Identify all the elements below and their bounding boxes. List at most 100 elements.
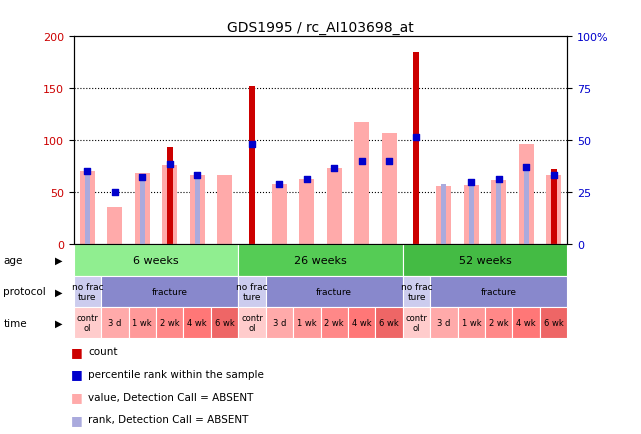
Bar [135,174,150,245]
Text: ■: ■ [71,390,83,403]
Point [412,134,422,141]
Bar [437,187,451,245]
Text: contr
ol: contr ol [406,313,428,332]
Bar [140,181,145,245]
Bar [551,170,556,245]
Point [192,172,203,179]
Bar [512,307,540,339]
Bar [272,184,287,245]
Text: no frac
ture: no frac ture [72,282,103,301]
Bar [376,307,403,339]
Title: GDS1995 / rc_AI103698_at: GDS1995 / rc_AI103698_at [227,20,414,34]
Text: ▶: ▶ [55,287,63,296]
Bar [430,307,458,339]
Text: ▶: ▶ [55,318,63,328]
Bar [238,307,265,339]
Text: 6 wk: 6 wk [379,319,399,327]
Text: 6 wk: 6 wk [215,319,235,327]
Text: 4 wk: 4 wk [517,319,536,327]
Text: ■: ■ [71,345,83,358]
Text: 4 wk: 4 wk [352,319,371,327]
Text: contr
ol: contr ol [76,313,98,332]
Point [274,181,285,188]
Text: 6 weeks: 6 weeks [133,256,179,265]
Bar [80,172,95,245]
Text: 2 wk: 2 wk [324,319,344,327]
Bar [403,307,430,339]
Text: 6 wk: 6 wk [544,319,563,327]
Bar [469,182,474,245]
Bar [74,307,101,339]
Text: fracture: fracture [481,287,517,296]
Point [247,141,257,148]
Bar [485,307,512,339]
Text: protocol: protocol [3,287,46,296]
Text: rank, Detection Call = ABSENT: rank, Detection Call = ABSENT [88,414,249,424]
Text: 26 weeks: 26 weeks [294,256,347,265]
Bar [540,307,567,339]
Bar [320,307,348,339]
Bar [491,181,506,245]
Point [137,174,147,181]
Text: 3 d: 3 d [272,319,286,327]
Bar [265,307,293,339]
Text: value, Detection Call = ABSENT: value, Detection Call = ABSENT [88,392,254,401]
Text: 52 weeks: 52 weeks [459,256,512,265]
Bar [299,179,314,245]
Bar [546,175,561,245]
Bar [413,53,419,245]
Bar [129,307,156,339]
Bar [327,169,342,245]
Text: no frac
ture: no frac ture [401,282,432,301]
Bar [183,307,211,339]
Bar [403,245,567,276]
Bar [524,170,529,245]
Point [165,161,175,168]
Text: fracture: fracture [316,287,352,296]
Point [329,165,339,172]
Bar [238,276,265,307]
Bar [442,184,446,245]
Text: count: count [88,347,118,356]
Bar [107,207,122,245]
Bar [496,182,501,245]
Text: 1 wk: 1 wk [133,319,152,327]
Bar [430,276,567,307]
Bar [293,307,320,339]
Text: 1 wk: 1 wk [462,319,481,327]
Bar [458,307,485,339]
Bar [156,307,183,339]
Point [110,189,120,196]
Text: percentile rank within the sample: percentile rank within the sample [88,369,264,379]
Text: ■: ■ [71,413,83,426]
Text: time: time [3,318,27,328]
Point [521,164,531,171]
Point [549,172,559,179]
Bar [74,245,238,276]
Text: 2 wk: 2 wk [160,319,179,327]
Bar [85,174,90,245]
Point [466,179,476,186]
Bar [551,175,556,245]
Text: ■: ■ [71,368,83,381]
Point [82,168,92,175]
Bar [381,134,397,245]
Bar [190,175,204,245]
Point [356,158,367,165]
Bar [265,276,403,307]
Bar [217,175,232,245]
Point [384,158,394,165]
Bar [403,276,430,307]
Text: no frac
ture: no frac ture [236,282,268,301]
Bar [74,276,101,307]
Text: 3 d: 3 d [437,319,451,327]
Text: 4 wk: 4 wk [187,319,207,327]
Bar [348,307,376,339]
Text: 2 wk: 2 wk [489,319,508,327]
Text: fracture: fracture [152,287,188,296]
Text: age: age [3,256,22,265]
Bar [195,178,199,245]
Bar [464,185,479,245]
Bar [101,307,129,339]
Text: 3 d: 3 d [108,319,122,327]
